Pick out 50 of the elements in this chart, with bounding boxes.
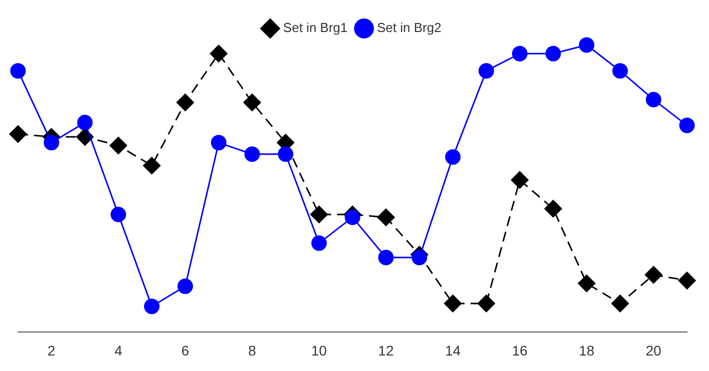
point <box>310 206 328 224</box>
x-tick-label: 6 <box>181 342 190 358</box>
point <box>611 294 629 312</box>
point <box>644 266 662 284</box>
point <box>378 250 394 266</box>
point <box>10 63 26 79</box>
point <box>278 146 294 162</box>
x-tick-label: 10 <box>311 342 328 358</box>
point <box>545 46 561 62</box>
point <box>176 94 194 112</box>
point <box>311 235 327 251</box>
point <box>478 63 494 79</box>
x-tick-label: 14 <box>445 342 461 358</box>
point <box>76 128 94 146</box>
point <box>646 92 662 108</box>
x-tick-label: 8 <box>248 342 256 358</box>
point <box>210 134 226 150</box>
x-tick-label: 16 <box>512 342 528 358</box>
point <box>244 146 260 162</box>
x-tick-label: 12 <box>378 342 394 358</box>
point <box>77 114 93 130</box>
point <box>578 37 594 53</box>
x-tick-label: 4 <box>114 342 122 358</box>
point <box>511 171 528 189</box>
legend-label: Set in Brg2 <box>377 20 442 36</box>
point <box>578 274 596 292</box>
point <box>144 298 160 314</box>
x-tick-label: 18 <box>578 342 595 358</box>
point <box>544 200 562 218</box>
point <box>377 208 395 226</box>
point <box>412 250 428 266</box>
point <box>445 149 461 165</box>
point <box>110 136 128 154</box>
point <box>478 294 496 312</box>
point <box>178 278 193 294</box>
point <box>110 206 126 222</box>
x-tick-label: 2 <box>48 342 56 358</box>
point <box>9 125 27 143</box>
x-tick-label: 20 <box>646 342 662 358</box>
point <box>679 118 695 134</box>
point <box>44 134 60 150</box>
point <box>512 46 528 62</box>
point <box>444 294 462 312</box>
point <box>344 210 360 226</box>
point <box>678 272 696 290</box>
legend-label: Set in Brg1 <box>283 20 348 36</box>
point <box>612 63 628 79</box>
point <box>143 156 161 174</box>
point <box>210 44 228 62</box>
point <box>243 94 261 112</box>
